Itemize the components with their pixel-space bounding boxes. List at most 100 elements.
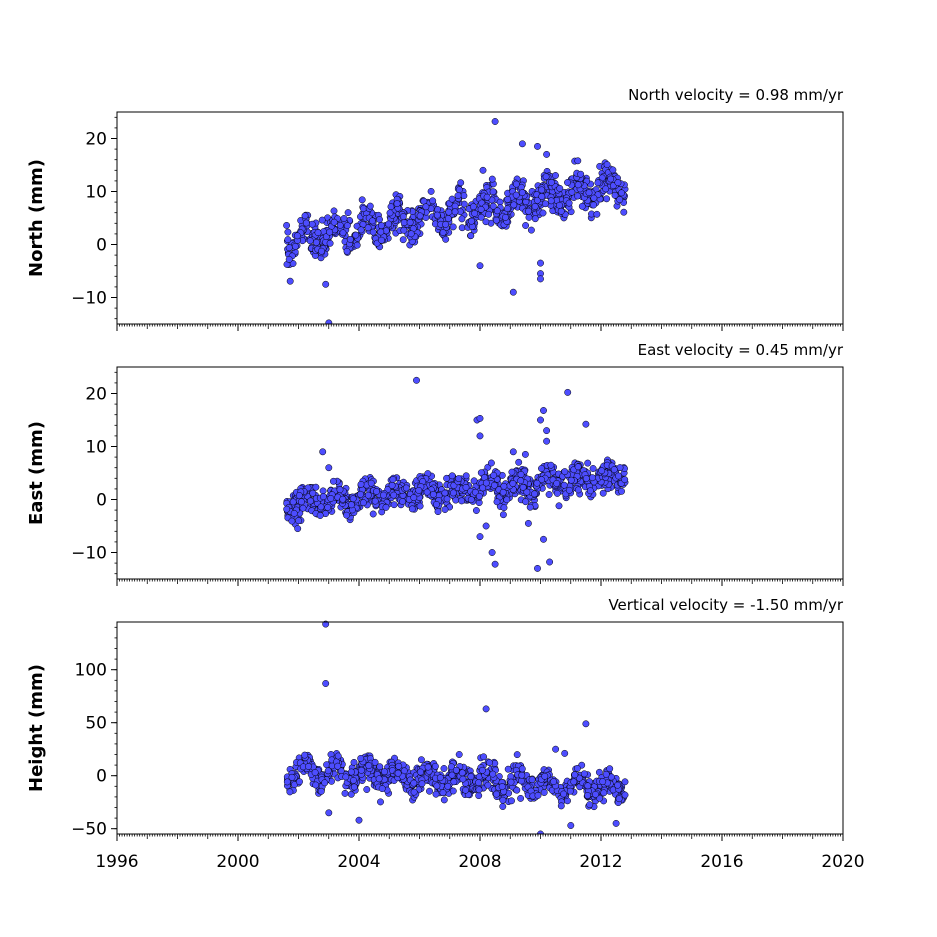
data-point — [490, 481, 498, 489]
data-point — [308, 220, 316, 228]
y-tick-label: 20 — [85, 130, 107, 150]
data-point — [582, 475, 590, 482]
data-point — [342, 773, 350, 781]
data-point — [485, 210, 493, 218]
data-point — [479, 484, 487, 492]
data-point — [586, 801, 594, 809]
data-point — [574, 181, 582, 189]
data-point — [389, 476, 397, 483]
outlier-point — [325, 809, 333, 817]
data-point — [459, 775, 467, 783]
data-point — [357, 754, 365, 762]
data-point — [493, 498, 501, 506]
data-point — [306, 237, 314, 245]
outlier-point — [488, 549, 496, 556]
data-point — [482, 479, 490, 487]
data-point — [599, 489, 607, 497]
outlier-point — [322, 280, 330, 288]
data-point — [586, 487, 594, 495]
data-point — [467, 232, 475, 240]
axes-frame — [116, 621, 844, 835]
data-point — [312, 781, 320, 789]
data-point — [357, 490, 364, 498]
data-point — [366, 202, 374, 210]
data-point — [615, 795, 623, 803]
data-point — [483, 193, 491, 201]
data-point — [444, 215, 452, 222]
data-point — [603, 195, 611, 203]
data-point — [346, 235, 354, 243]
data-point — [326, 239, 334, 247]
data-point — [394, 769, 402, 777]
data-point — [307, 497, 314, 505]
data-point — [580, 770, 588, 778]
data-point — [472, 507, 480, 514]
data-point — [499, 796, 507, 804]
data-point — [288, 517, 296, 525]
data-point — [538, 465, 545, 472]
data-point — [502, 213, 509, 221]
data-point — [429, 490, 437, 498]
data-point — [301, 751, 309, 759]
data-point — [323, 761, 331, 769]
data-point — [607, 175, 615, 183]
outlier-point — [509, 288, 517, 296]
y-tick-label: −10 — [71, 289, 107, 309]
data-point — [353, 241, 361, 249]
data-point — [377, 222, 385, 230]
data-point — [357, 766, 365, 774]
data-point — [336, 486, 344, 494]
data-point — [458, 497, 466, 505]
data-point — [542, 173, 550, 181]
data-point — [349, 495, 357, 503]
y-tick-label: 10 — [85, 438, 107, 458]
data-point — [377, 228, 385, 236]
data-point — [444, 782, 452, 790]
data-point — [478, 766, 486, 774]
data-point — [288, 773, 296, 781]
data-point — [284, 228, 292, 236]
data-point — [614, 781, 622, 789]
data-point — [517, 471, 525, 478]
data-point — [373, 488, 380, 495]
data-points — [283, 376, 629, 572]
data-point — [371, 497, 379, 505]
data-point — [334, 752, 342, 760]
data-point — [550, 778, 558, 786]
panel-title: East velocity = 0.45 mm/yr — [638, 341, 844, 359]
data-point — [457, 179, 465, 187]
data-point — [294, 525, 302, 533]
data-point — [518, 189, 526, 197]
data-point — [285, 244, 293, 252]
panel-title: Vertical velocity = -1.50 mm/yr — [608, 596, 843, 614]
outlier-point — [524, 519, 532, 527]
outlier-point — [521, 450, 529, 458]
data-point — [400, 219, 408, 227]
data-point — [410, 788, 418, 796]
outlier-point — [482, 522, 490, 530]
data-point — [531, 203, 539, 210]
outlier-point — [582, 420, 590, 428]
data-point — [584, 792, 592, 799]
data-point — [545, 491, 553, 498]
outlier-point — [540, 535, 547, 543]
data-point — [590, 201, 598, 209]
outlier-point — [509, 448, 517, 456]
data-point — [330, 207, 338, 215]
data-point — [517, 794, 525, 802]
x-major-ticks — [116, 834, 844, 841]
data-point — [433, 211, 441, 219]
data-point — [283, 505, 291, 513]
outlier-point — [567, 822, 575, 829]
data-point — [316, 512, 324, 519]
data-point — [341, 789, 349, 797]
data-point — [574, 192, 582, 200]
outlier-point — [537, 259, 544, 267]
data-point — [573, 764, 581, 772]
data-point — [312, 238, 320, 246]
data-point — [381, 768, 388, 776]
data-point — [402, 484, 410, 492]
data-point — [450, 778, 458, 786]
x-tick-label: 2004 — [337, 852, 380, 872]
data-point — [555, 502, 563, 510]
